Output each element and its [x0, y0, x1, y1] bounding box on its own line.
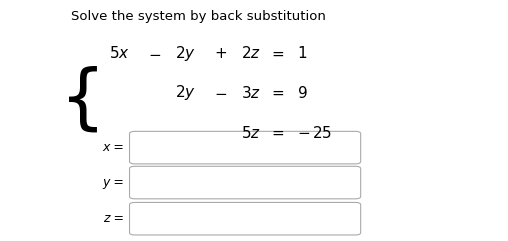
- FancyBboxPatch shape: [130, 166, 361, 199]
- Text: $-$: $-$: [214, 85, 228, 100]
- Text: $2y$: $2y$: [175, 44, 196, 62]
- Text: $9$: $9$: [297, 85, 308, 101]
- Text: $=$: $=$: [269, 125, 285, 140]
- Text: $=$: $=$: [269, 46, 285, 60]
- Text: $5x$: $5x$: [109, 45, 130, 61]
- Text: $=$: $=$: [269, 85, 285, 100]
- Text: y =: y =: [103, 176, 124, 189]
- Text: x =: x =: [103, 141, 124, 154]
- Text: $5z$: $5z$: [241, 125, 261, 141]
- Text: $2y$: $2y$: [175, 83, 196, 102]
- Text: z =: z =: [104, 212, 124, 225]
- FancyBboxPatch shape: [130, 131, 361, 164]
- Text: $3z$: $3z$: [241, 85, 261, 101]
- FancyBboxPatch shape: [130, 202, 361, 235]
- Text: $\{$: $\{$: [59, 64, 98, 134]
- Text: $+$: $+$: [214, 46, 228, 60]
- Text: $-\,25$: $-\,25$: [297, 125, 332, 141]
- Text: Solve the system by back substitution: Solve the system by back substitution: [71, 10, 326, 23]
- Text: $2z$: $2z$: [241, 45, 261, 61]
- Text: $-$: $-$: [148, 46, 162, 60]
- Text: $1$: $1$: [297, 45, 307, 61]
